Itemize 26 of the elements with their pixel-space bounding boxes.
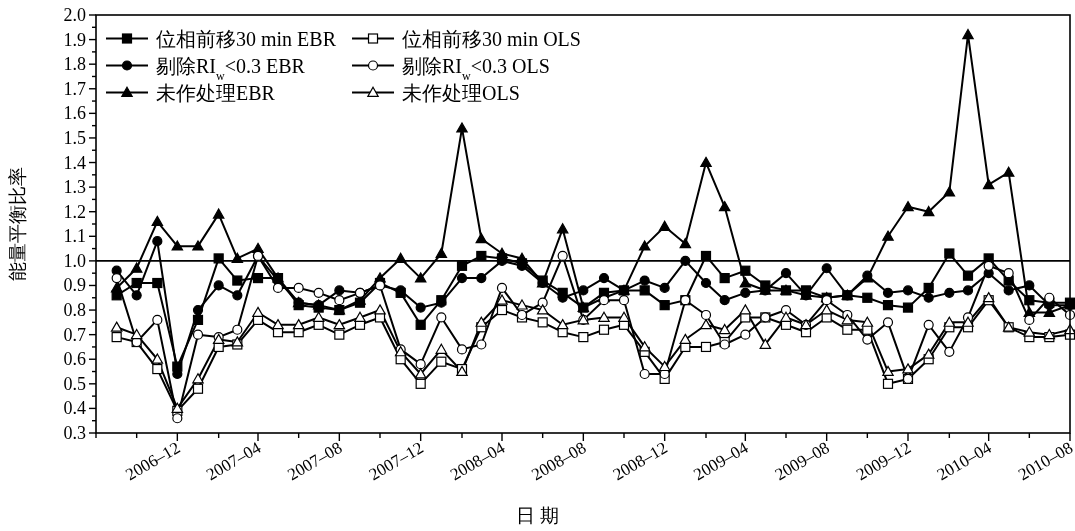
- y-tick-label: 1.2: [63, 201, 86, 222]
- y-tick-label: 0.5: [63, 373, 86, 394]
- y-tick-label: 0.3: [63, 423, 86, 443]
- y-tick-label: 0.7: [63, 324, 86, 345]
- legend-label: 位相前移30 min OLS: [402, 27, 581, 50]
- y-tick-label: 1.7: [63, 78, 86, 99]
- y-tick-label: 0.6: [63, 349, 86, 370]
- legend-label: 剔除RI$_{w}$<0.3 OLS: [402, 54, 550, 83]
- x-axis-title: 日 期: [516, 505, 559, 526]
- y-tick-label: 0.4: [63, 398, 86, 419]
- y-tick-label: 1.8: [63, 54, 86, 75]
- y-tick-label: 1.4: [63, 152, 86, 173]
- y-tick-label: 2.0: [63, 5, 86, 25]
- legend-label: 位相前移30 min EBR: [156, 27, 337, 50]
- y-tick-label: 0.9: [63, 275, 86, 296]
- legend-label: 剔除RI$_{w}$<0.3 EBR: [156, 54, 306, 83]
- y-axis-title: 能量平衡比率: [7, 167, 28, 281]
- y-tick-label: 1.6: [63, 103, 86, 124]
- legend-label: 未作处理OLS: [402, 81, 520, 104]
- legend-label: 未作处理EBR: [156, 81, 276, 104]
- y-tick-label: 1.1: [63, 226, 86, 247]
- y-tick-label: 0.8: [63, 300, 86, 321]
- y-tick-label: 1.0: [63, 250, 86, 271]
- y-tick-label: 1.5: [63, 127, 86, 148]
- y-tick-label: 1.9: [63, 29, 86, 50]
- y-tick-label: 1.3: [63, 177, 86, 198]
